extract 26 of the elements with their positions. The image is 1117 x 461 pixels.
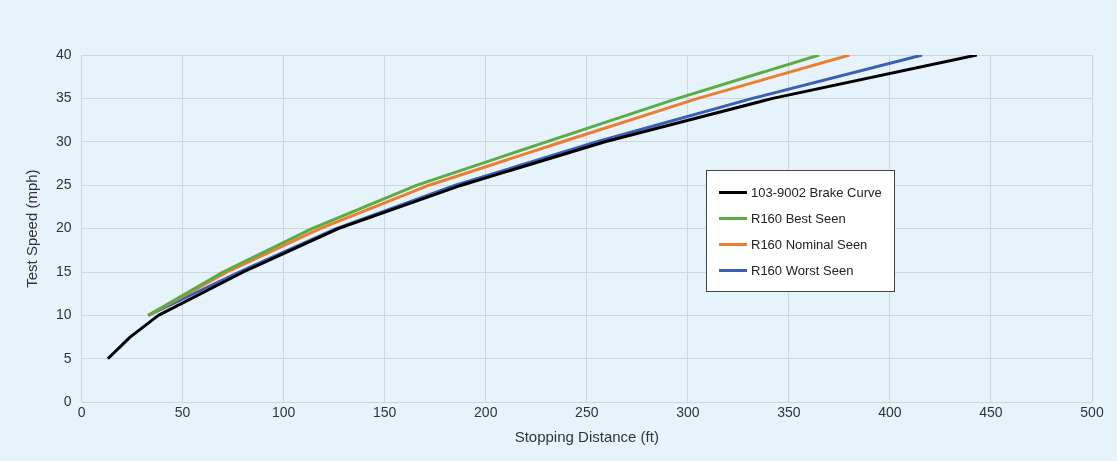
legend-label: R160 Worst Seen <box>751 262 854 278</box>
x-tick-label: 150 <box>373 404 397 421</box>
legend-label: R160 Nominal Seen <box>751 236 868 252</box>
x-tick-label: 50 <box>174 404 191 421</box>
y-tick-label: 10 <box>55 306 72 323</box>
x-tick-label: 300 <box>676 404 700 421</box>
x-tick-label: 100 <box>271 404 296 421</box>
y-tick-label: 40 <box>55 45 72 62</box>
x-tick-label: 250 <box>575 404 599 421</box>
y-tick-label: 25 <box>55 176 72 193</box>
x-tick-label: 0 <box>77 404 86 421</box>
y-axis-title: Test Speed (mph) <box>23 169 41 288</box>
legend-label: R160 Best Seen <box>751 210 846 226</box>
x-axis-title: Stopping Distance (ft) <box>514 428 659 446</box>
y-tick-label: 20 <box>55 219 72 236</box>
y-tick-label: 35 <box>55 89 72 106</box>
x-tick-label: 450 <box>979 404 1003 421</box>
y-tick-label: 0 <box>63 393 72 410</box>
y-tick-label: 30 <box>55 132 72 149</box>
legend-label: 103-9002 Brake Curve <box>751 184 882 200</box>
x-tick-label: 350 <box>777 404 801 421</box>
y-tick-label: 5 <box>63 349 72 366</box>
y-tick-label: 15 <box>55 262 72 279</box>
x-tick-label: 200 <box>474 404 498 421</box>
x-tick-label: 500 <box>1080 404 1104 421</box>
x-tick-label: 400 <box>878 404 902 421</box>
